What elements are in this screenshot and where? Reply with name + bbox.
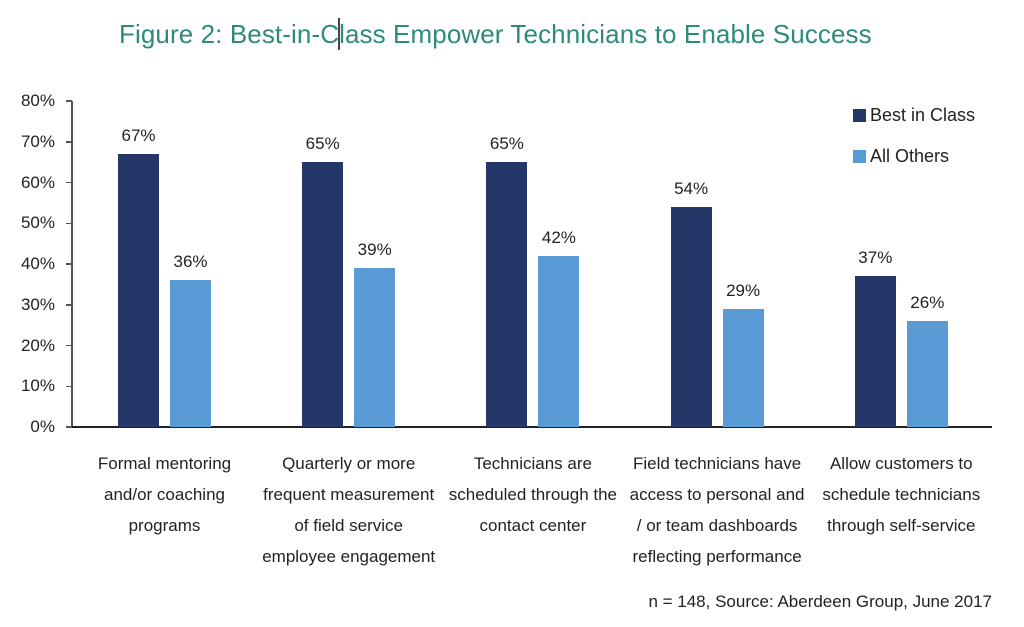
chart-title-part-1: Figure 2: Best-in-C [119, 19, 340, 49]
y-tick-label: 80% [20, 91, 55, 110]
y-tick-mark [66, 141, 72, 143]
chart-title: Figure 2: Best-in-Class Empower Technici… [0, 18, 1024, 50]
bar-all-others [170, 280, 211, 427]
x-category-label: Field technicians have access to personal… [625, 448, 809, 572]
y-tick-label: 50% [20, 213, 55, 233]
legend-item-all-others: All Others [853, 145, 975, 167]
bar-best-in-class [486, 162, 528, 427]
y-tick-label: 10% [20, 376, 55, 396]
y-tick-mark [66, 100, 72, 102]
y-tick-mark [66, 263, 72, 265]
bar-value-label: 65% [305, 134, 340, 154]
category-label-line: contact center [479, 516, 587, 535]
legend-label: Best in Class [870, 104, 976, 125]
x-category-label: Formal mentoring and/or coaching programs [73, 448, 257, 541]
y-tick-mark [66, 222, 72, 224]
x-category-label: Quarterly or more frequent measurement of … [257, 448, 441, 572]
category-label-line: Allow customers to [829, 454, 973, 473]
category-label-line: employee engagement [262, 547, 436, 566]
y-tick-label: 20% [20, 335, 55, 355]
bar-best-in-class [670, 206, 712, 427]
legend-label: All Others [870, 145, 950, 166]
bar-value-label: 42% [541, 227, 576, 247]
category-label-line: of field service [294, 516, 404, 535]
category-label-line: schedule technicians [822, 485, 981, 504]
y-tick-mark [66, 181, 72, 184]
x-category-label: Technicians are scheduled through the cont… [441, 448, 625, 541]
bar-value-label: 65% [489, 134, 524, 154]
category-label-line: programs [128, 516, 201, 535]
y-tick-mark [66, 344, 72, 347]
bar-value-label: 54% [674, 178, 709, 198]
bar-value-label: 67% [121, 125, 156, 145]
legend: Best in Class All Others [853, 104, 975, 186]
category-label-line: access to personal and [629, 485, 805, 504]
category-label-line: / or team dashboards [636, 516, 798, 535]
bar-all-others [354, 268, 396, 427]
category-label-line: through self-service [827, 516, 976, 535]
y-tick-mark [66, 385, 72, 387]
y-tick-mark [66, 426, 72, 428]
y-tick-mark [66, 304, 72, 306]
bar-value-label: 36% [173, 252, 208, 272]
source-note: n = 148, Source: Aberdeen Group, June 20… [648, 592, 992, 611]
legend-item-best-in-class: Best in Class [853, 104, 975, 126]
text-caret [338, 18, 340, 50]
legend-swatch-best-in-class [853, 108, 866, 122]
bar-value-label: 37% [858, 248, 893, 268]
category-label-line: and/or coaching [104, 485, 225, 504]
x-category-label: Allow customers to schedule technicians th… [809, 448, 993, 541]
bar-all-others [538, 255, 580, 427]
y-tick-label: 30% [20, 294, 55, 314]
bar-best-in-class [302, 162, 344, 427]
category-label-line: reflecting performance [632, 547, 802, 566]
y-tick-label: 0% [30, 417, 55, 436]
bar-value-label: 29% [726, 280, 761, 300]
category-label-line: Technicians are [473, 454, 592, 473]
x-axis-line [71, 426, 992, 428]
category-label-line: Formal mentoring [97, 454, 232, 473]
bar-all-others [906, 321, 948, 427]
bar-value-label: 39% [357, 240, 392, 260]
category-label-line: frequent measurement [263, 485, 435, 504]
chart-title-part-2: lass Empower Technicians to Enable Succe… [339, 19, 872, 49]
category-label-line: scheduled through the [448, 485, 618, 504]
y-tick-label: 60% [20, 172, 55, 192]
category-label-line: Field technicians have [632, 454, 802, 473]
legend-swatch-all-others [853, 149, 866, 163]
y-tick-label: 70% [20, 131, 55, 151]
bar-value-label: 26% [910, 293, 945, 313]
bar-best-in-class [118, 153, 159, 427]
category-label-line: Quarterly or more [282, 454, 416, 473]
bar-best-in-class [854, 276, 896, 427]
bar-all-others [722, 308, 764, 427]
y-tick-label: 40% [20, 254, 55, 273]
